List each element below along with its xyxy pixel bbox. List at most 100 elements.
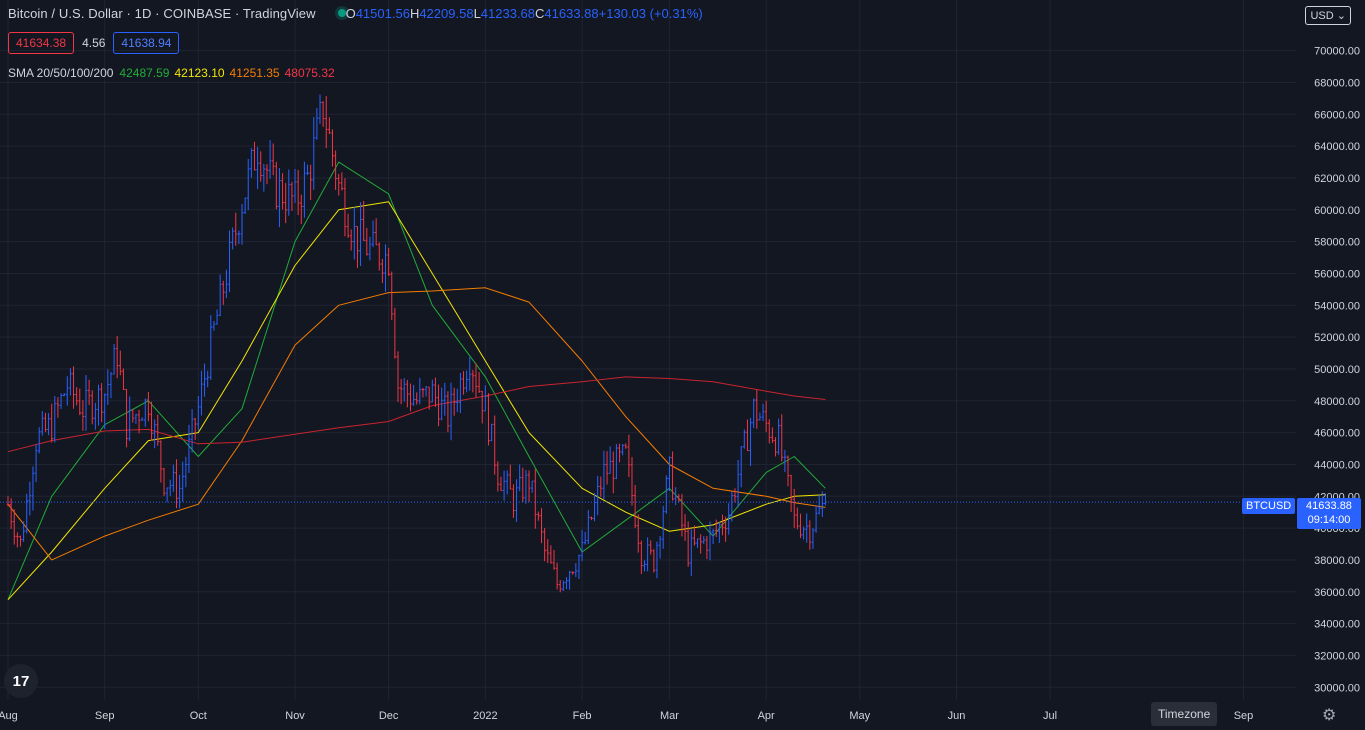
market-status-dot-icon [337,9,346,17]
gear-icon[interactable]: ⚙ [1322,707,1337,724]
ohlc-bar [668,456,671,492]
ohlc-bar [605,451,609,485]
ohlc-bar [583,531,587,545]
tradingview-logo-icon[interactable]: 17 [4,664,38,698]
ohlc-bar [462,371,465,395]
ohlc-bar [774,437,777,457]
ohlc-bar [381,258,384,283]
ohlc-bar [328,117,331,135]
ohlc-bar [521,467,525,503]
ohlc-bar [112,344,116,375]
ohlc-bar [106,369,110,405]
ohlc-bar [281,173,284,210]
price-axis[interactable]: 30000.00 32000.00 34000.00 36000.00 38000.00… [1314,15,1360,695]
close-label: C [535,6,545,21]
ohlc-bar [318,94,322,124]
ohlc-bar [615,443,618,480]
ohlc-bar [799,513,802,538]
x-tick-label: May [849,710,870,722]
symbol-title[interactable]: Bitcoin / U.S. Dollar · 1D · COINBASE · … [8,6,316,21]
ohlc-bar [689,529,693,577]
ohlc-bar [162,467,166,497]
ohlc-bar [599,476,603,497]
sma-legend[interactable]: SMA 20/50/100/200 42487.59 42123.10 41251.3… [8,66,335,80]
ohlc-bar [287,169,291,216]
ohlc-bar [568,570,571,590]
ohlc-bar [415,392,419,405]
ohlc-bar [406,379,409,408]
y-tick-label: 48000.00 [1314,396,1360,408]
ohlc-bar [103,393,107,430]
ohlc-bar [87,379,91,406]
ohlc-bar [574,563,578,578]
ohlc-bar [767,419,771,444]
ohlc-bar [421,387,425,398]
ohlc-bar [228,230,231,293]
ohlc-bar [468,356,472,391]
chart-grid [0,0,1296,700]
ohlc-bar [427,386,431,410]
ohlc-bar [746,419,749,452]
ohlc-bar [396,351,400,402]
ohlc-bar [493,415,497,475]
ohlc-bar [621,443,624,456]
ohlc-bar [434,377,437,407]
ohlc-bar [140,417,144,421]
ohlc-bar [611,451,615,494]
ohlc-bar [789,474,793,512]
x-tick-label: 2022 [473,710,497,722]
ohlc-bar [28,481,32,516]
ohlc-bar [315,108,319,140]
ohlc-bar [477,372,481,393]
sell-button[interactable]: 41634.38 [8,32,75,54]
sma20-value: 42487.59 [119,66,170,80]
ohlc-bar [75,387,78,406]
ohlc-bar [150,401,153,441]
ohlc-bar [197,396,200,431]
high-value: 42209.58 [419,6,474,21]
ohlc-bar [736,460,740,508]
ohlc-bar [593,492,596,522]
y-tick-label: 50000.00 [1314,364,1360,376]
y-tick-label: 44000.00 [1314,459,1360,471]
open-value: 41501.56 [355,6,410,21]
sma50-value: 42123.10 [174,66,225,80]
y-tick-label: 52000.00 [1314,332,1360,344]
ohlc-bar [558,579,562,593]
timezone-button[interactable]: Timezone [1151,702,1218,726]
low-value: 41233.68 [480,6,536,21]
ohlc-bar [402,378,406,402]
ohlc-bar [218,274,222,317]
ohlc-bar [384,244,387,292]
sma-lines [7,161,826,601]
ohlc-bar [309,164,312,201]
buy-button[interactable]: 41638.94 [113,32,180,54]
x-tick-label: Feb [573,710,592,722]
ohlc-bar [777,418,780,455]
ohlc-bar [62,393,66,397]
ohlc-bar [128,396,131,441]
ohlc-bar [234,212,238,246]
currency-selector[interactable]: USD ⌄ [1305,6,1351,25]
sma-line [7,201,826,601]
ohlc-bar [246,158,250,211]
ohlc-bar [225,269,228,299]
ohlc-bar [515,479,518,522]
ohlc-bar [424,385,428,397]
y-tick-label: 32000.00 [1314,650,1360,662]
x-tick-label: Apr [758,710,775,722]
ohlc-bar [81,400,85,431]
ohlc-bar [727,503,731,535]
ohlc-bar [200,370,203,416]
ohlc-bar [184,456,188,488]
ohlc-bar [324,96,328,149]
x-tick-label: Nov [285,710,305,722]
x-tick-label: Sep [95,710,115,722]
ohlc-bar [19,535,22,547]
x-tick-label: Aug [0,710,18,722]
ohlc-bar [371,220,375,248]
ohlc-bar [758,412,762,421]
time-axis[interactable]: Aug Sep Oct Nov Dec 2022 Feb Mar Apr May Jun Jul Sep [0,710,1253,722]
ohlc-bar [455,388,459,413]
